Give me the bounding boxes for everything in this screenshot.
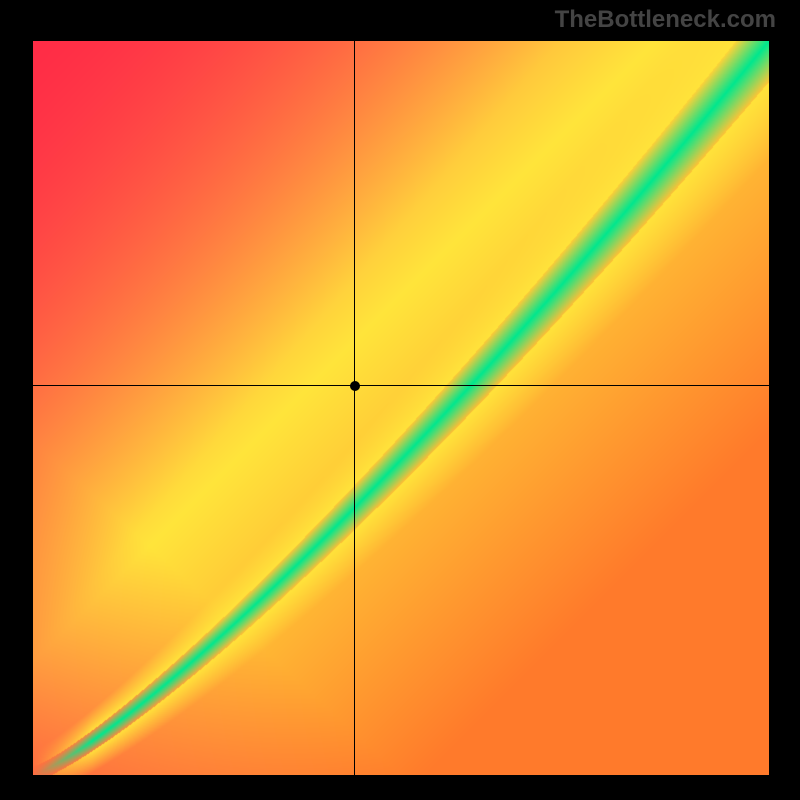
crosshair-horizontal [33,385,769,386]
heatmap-canvas [33,41,769,775]
plot-frame [30,38,772,778]
crosshair-vertical [354,41,355,775]
heatmap-plot [33,41,769,775]
crosshair-marker [350,381,360,391]
watermark-text: TheBottleneck.com [555,6,776,34]
